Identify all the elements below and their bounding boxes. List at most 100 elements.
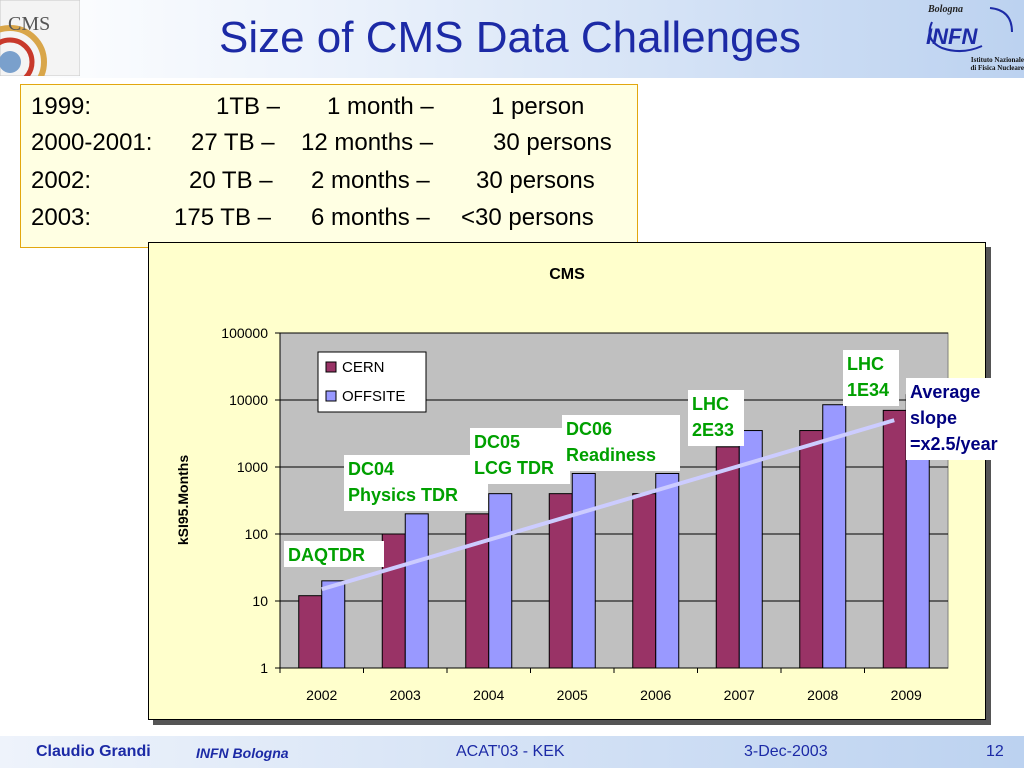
x-tick-label: 2003	[390, 687, 421, 703]
annotation-label: LHC 2E33	[692, 394, 734, 440]
bar-cern	[298, 595, 323, 669]
info-year: 1999:	[31, 93, 92, 120]
x-tick-label: 2004	[473, 687, 504, 703]
infn-name: INFN	[926, 24, 978, 49]
info-people: 1 person	[491, 93, 585, 120]
annotation-line: 2E33	[692, 420, 734, 440]
header-band	[0, 0, 1024, 78]
info-year: 2002:	[31, 167, 92, 194]
annotation-line: LHC	[692, 394, 729, 414]
annotation-label: DC04 Physics TDR	[348, 459, 458, 505]
y-tick-label: 10	[252, 593, 268, 609]
bar-offsite	[571, 472, 596, 669]
x-tick-label: 2005	[557, 687, 588, 703]
y-tick-label: 1	[260, 660, 268, 676]
annotation-box	[843, 350, 899, 406]
x-tick-label: 2002	[306, 687, 337, 703]
bar-cern	[799, 430, 824, 669]
footer-page-number: 12	[986, 743, 1004, 760]
info-line: 2000-2001: 27 TB – 12 months – 30 person…	[31, 125, 631, 161]
bar-offsite	[738, 430, 763, 669]
legend-label: CERN	[342, 359, 385, 376]
y-tick-label: 10000	[229, 392, 268, 408]
annotation-line: =x2.5/year	[910, 434, 998, 454]
annotation-line: Average	[910, 382, 980, 402]
bar-offsite	[822, 404, 847, 669]
info-line: 1999: 1TB – 1 month – 1 person	[31, 89, 631, 125]
infn-caption-line2: di Fisica Nucleare	[970, 64, 1024, 72]
infn-caption-line1: Istituto Nazionale	[970, 56, 1024, 64]
bar-offsite	[655, 472, 680, 669]
y-axis-label: kSI95.Months	[175, 455, 191, 545]
legend-swatch	[325, 390, 337, 402]
footer-institution: INFN Bologna	[196, 745, 289, 761]
annotation-line: LHC	[847, 354, 884, 374]
annotation-box	[688, 390, 744, 446]
chart-title: CMS	[549, 266, 585, 283]
annotation-label: LHC 1E34	[847, 354, 889, 400]
info-people: <30 persons	[461, 204, 594, 231]
footer-author: Claudio Grandi	[36, 743, 151, 760]
annotation-label: DAQTDR	[288, 545, 365, 565]
annotation-line: slope	[910, 408, 957, 428]
annotation-line: LCG TDR	[474, 458, 554, 478]
cms-logo-text: CMS	[8, 13, 50, 35]
info-year: 2003:	[31, 204, 92, 231]
footer-conference: ACAT'03 - KEK	[456, 743, 565, 760]
annotation-label: DC06 Readiness	[566, 419, 656, 465]
x-tick-label: 2009	[891, 687, 922, 703]
annotation-box	[906, 378, 1024, 460]
bar-offsite	[404, 513, 429, 669]
annotation-label: DC05 LCG TDR	[474, 432, 554, 478]
info-people: 30 persons	[493, 129, 612, 156]
annotation-box	[562, 415, 680, 471]
footer-band	[0, 736, 1024, 768]
info-size: 1TB –	[216, 93, 281, 120]
annotation-line: Readiness	[566, 445, 656, 465]
info-duration: 2 months –	[311, 167, 430, 194]
annotation-line: Physics TDR	[348, 485, 458, 505]
info-line: 2002: 20 TB – 2 months – 30 persons	[31, 163, 631, 199]
annotation-box	[470, 428, 570, 484]
data-challenges-box: 1999: 1TB – 1 month – 1 person 2000-2001…	[20, 84, 638, 248]
x-tick-label: 2006	[640, 687, 671, 703]
trend-line	[321, 418, 895, 592]
info-line: 2003: 175 TB – 6 months – <30 persons	[31, 200, 631, 236]
x-tick-label: 2007	[724, 687, 755, 703]
annotation-line: DC06	[566, 419, 612, 439]
legend-label: OFFSITE	[342, 388, 405, 405]
bar-cern	[715, 446, 740, 669]
slide-title: Size of CMS Data Challenges	[218, 13, 802, 62]
annotation-label: Average slope =x2.5/year	[910, 382, 998, 454]
info-people: 30 persons	[476, 167, 595, 194]
y-tick-label: 100000	[221, 325, 268, 341]
y-tick-label: 1000	[237, 459, 268, 475]
infn-city: Bologna	[927, 4, 963, 15]
annotation-line: DC04	[348, 459, 394, 479]
footer-date: 3-Dec-2003	[744, 743, 828, 760]
y-tick-label: 100	[245, 526, 269, 542]
info-size: 20 TB –	[189, 167, 273, 194]
bar-offsite	[321, 580, 346, 669]
info-duration: 6 months –	[311, 204, 430, 231]
bar-cern	[882, 409, 907, 669]
infn-logo: Bologna INFN	[926, 4, 1013, 52]
annotation-line: DAQTDR	[288, 545, 365, 565]
info-year: 2000-2001:	[31, 129, 153, 156]
info-duration: 12 months –	[301, 129, 434, 156]
bar-cern	[465, 513, 490, 669]
annotation-box	[284, 541, 384, 567]
annotation-line: DC05	[474, 432, 520, 452]
legend-swatch	[325, 361, 337, 373]
bar-cern	[381, 533, 406, 669]
cms-logo: CMS	[0, 0, 80, 76]
info-size: 175 TB –	[174, 204, 271, 231]
info-size: 27 TB –	[191, 129, 275, 156]
bar-offsite	[488, 493, 513, 669]
annotation-box	[344, 455, 488, 511]
infn-caption: Istituto Nazionale di Fisica Nucleare	[960, 56, 1024, 72]
bar-cern	[632, 493, 657, 669]
info-duration: 1 month –	[327, 93, 434, 120]
x-tick-label: 2008	[807, 687, 838, 703]
